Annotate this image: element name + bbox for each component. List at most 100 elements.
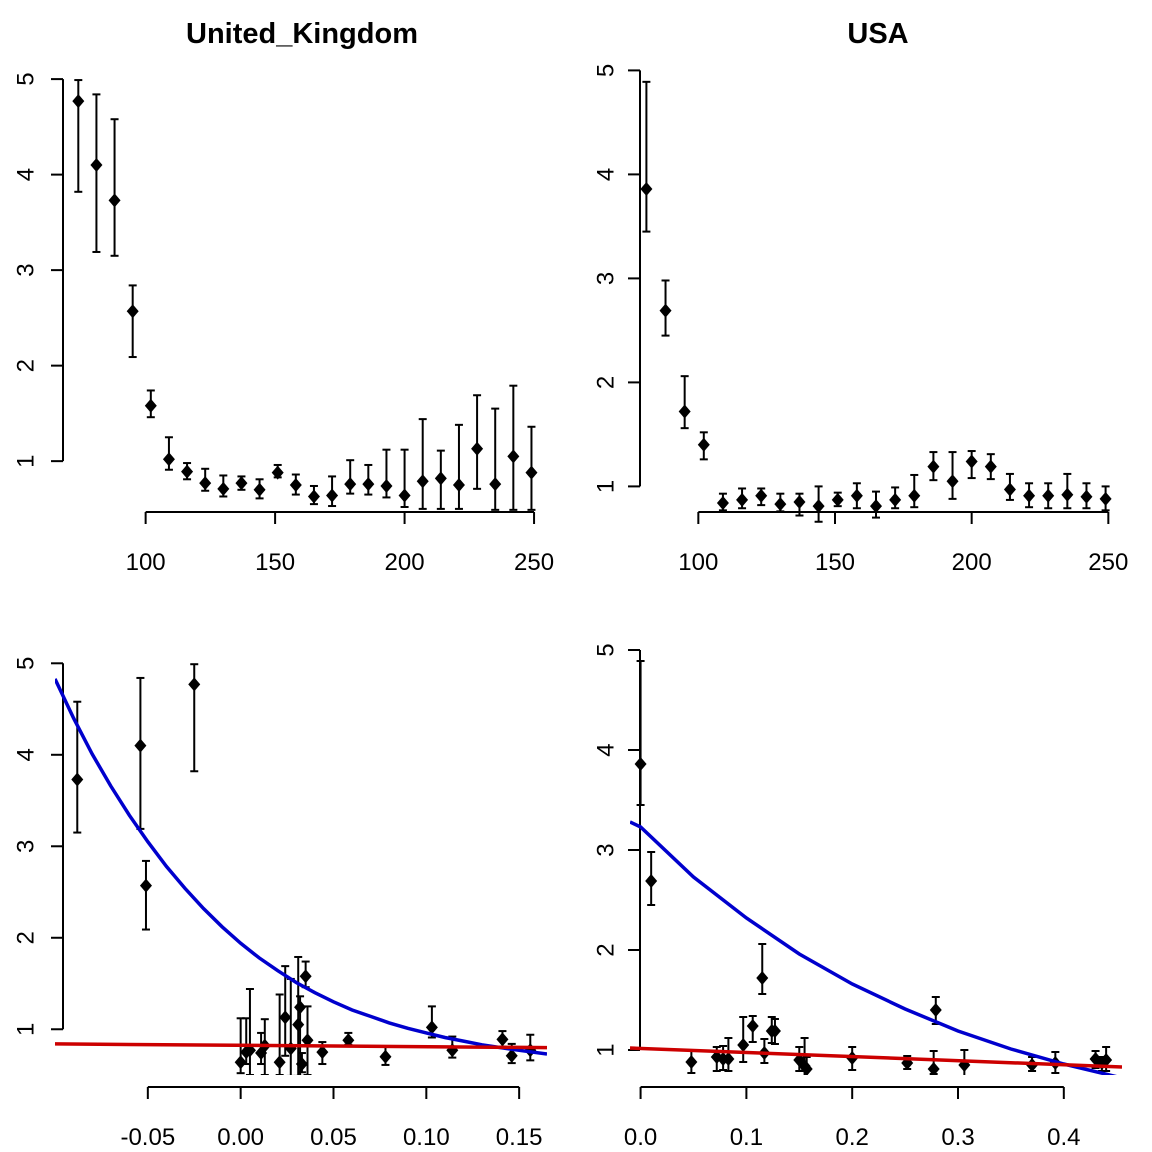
- data-point: [362, 463, 375, 496]
- diamond-marker: [908, 488, 921, 503]
- data-point: [253, 478, 266, 500]
- y-tick-label: 2: [593, 376, 620, 389]
- diamond-marker: [342, 1033, 355, 1048]
- data-point: [716, 492, 729, 512]
- diamond-marker: [640, 181, 653, 196]
- data-point: [1080, 482, 1093, 510]
- y-tick-label: 1: [13, 1023, 40, 1036]
- diamond-marker: [294, 1000, 307, 1015]
- data-point: [379, 1045, 392, 1066]
- y-tick-label: 5: [593, 643, 620, 656]
- data-point: [71, 700, 84, 834]
- diamond-marker: [380, 478, 393, 493]
- diamond-marker: [946, 474, 959, 489]
- data-point: [927, 451, 940, 482]
- data-point: [344, 459, 357, 495]
- diamond-marker: [737, 1038, 750, 1052]
- diamond-marker: [379, 1049, 392, 1064]
- diamond-marker: [800, 1062, 813, 1075]
- diamond-marker: [736, 492, 749, 507]
- data-point: [139, 859, 152, 931]
- diamond-marker: [181, 464, 194, 479]
- data-point: [217, 474, 230, 498]
- data-point: [452, 423, 465, 510]
- data-point: [489, 407, 502, 511]
- plot-area-usa-fit: [630, 660, 1122, 1075]
- data-point: [326, 475, 339, 508]
- data-point: [507, 384, 520, 511]
- data-point: [162, 436, 175, 471]
- diamond-marker: [199, 476, 212, 491]
- data-point: [870, 490, 882, 519]
- panel-title-united-kingdom: United_Kingdom: [186, 18, 418, 50]
- data-point: [736, 487, 749, 510]
- data-point: [850, 482, 863, 510]
- diamond-marker: [362, 477, 375, 492]
- diamond-marker: [756, 971, 769, 985]
- diamond-marker: [72, 94, 85, 109]
- x-tick-label: 100: [678, 549, 718, 576]
- diamond-marker: [716, 496, 729, 511]
- y-tick-label: 1: [593, 480, 620, 493]
- x-tick-label: 150: [255, 549, 295, 576]
- data-point: [678, 375, 691, 430]
- data-point: [380, 448, 393, 499]
- y-tick-label: 2: [13, 931, 40, 944]
- diamond-marker: [139, 878, 152, 893]
- x-tick-label: 0.1: [730, 1124, 763, 1151]
- x-tick-label: 0.2: [836, 1124, 869, 1151]
- x-tick-label: 0.05: [310, 1124, 357, 1151]
- diamond-marker: [253, 482, 266, 497]
- y-tick-label: 3: [593, 272, 620, 285]
- panel-united-kingdom-time: United_Kingdom 100 150 200 250 1 2 3 4 5: [13, 18, 555, 576]
- axes-usa-fit: 0.0 0.1 0.2 0.3 0.4 1 2 3 4 5: [593, 643, 1081, 1151]
- data-point: [199, 467, 212, 492]
- data-point: [434, 449, 447, 510]
- x-tick-label: 250: [1088, 549, 1128, 576]
- y-tick-label: 2: [593, 943, 620, 956]
- data-point: [316, 1041, 329, 1066]
- diamond-marker: [722, 1052, 735, 1066]
- diamond-marker: [217, 481, 230, 496]
- x-tick-label: 0.0: [624, 1124, 657, 1151]
- diamond-marker: [162, 452, 175, 467]
- data-point: [634, 660, 647, 806]
- diamond-marker: [984, 459, 997, 474]
- data-point: [271, 463, 284, 480]
- data-point: [126, 284, 139, 359]
- data-point: [90, 93, 103, 253]
- diamond-marker: [746, 1019, 759, 1033]
- data-point: [292, 955, 305, 1075]
- fit-curve-blue: [630, 820, 1118, 1075]
- data-point: [958, 1049, 971, 1075]
- y-tick-label: 4: [13, 748, 40, 761]
- data-point: [685, 1049, 698, 1074]
- plot-area-united-kingdom-time: [72, 79, 538, 511]
- x-tick-label: 0.3: [941, 1124, 974, 1151]
- y-tick-label: 2: [13, 359, 40, 372]
- data-point: [525, 425, 538, 511]
- fit-curve-blue: [55, 678, 547, 1056]
- diamond-marker: [1100, 1053, 1113, 1067]
- diamond-marker: [634, 757, 647, 771]
- y-tick-label: 1: [593, 1043, 620, 1056]
- diamond-marker: [812, 499, 825, 514]
- data-point: [134, 676, 147, 830]
- diamond-marker: [1003, 482, 1016, 497]
- diamond-marker: [489, 477, 502, 492]
- diamond-marker: [416, 474, 429, 489]
- data-point: [496, 1030, 509, 1048]
- diamond-marker: [126, 304, 139, 319]
- diamond-marker: [434, 471, 447, 486]
- diamond-marker: [307, 489, 320, 504]
- fit-line-red: [55, 1042, 547, 1050]
- x-tick-label: 250: [514, 549, 554, 576]
- diamond-marker: [188, 677, 201, 692]
- diamond-marker: [108, 193, 121, 208]
- data-point: [144, 389, 157, 419]
- diamond-marker: [299, 969, 312, 984]
- diamond-marker: [235, 476, 248, 491]
- data-point: [1003, 472, 1016, 501]
- diamond-marker: [793, 495, 806, 509]
- diamond-marker: [870, 499, 882, 514]
